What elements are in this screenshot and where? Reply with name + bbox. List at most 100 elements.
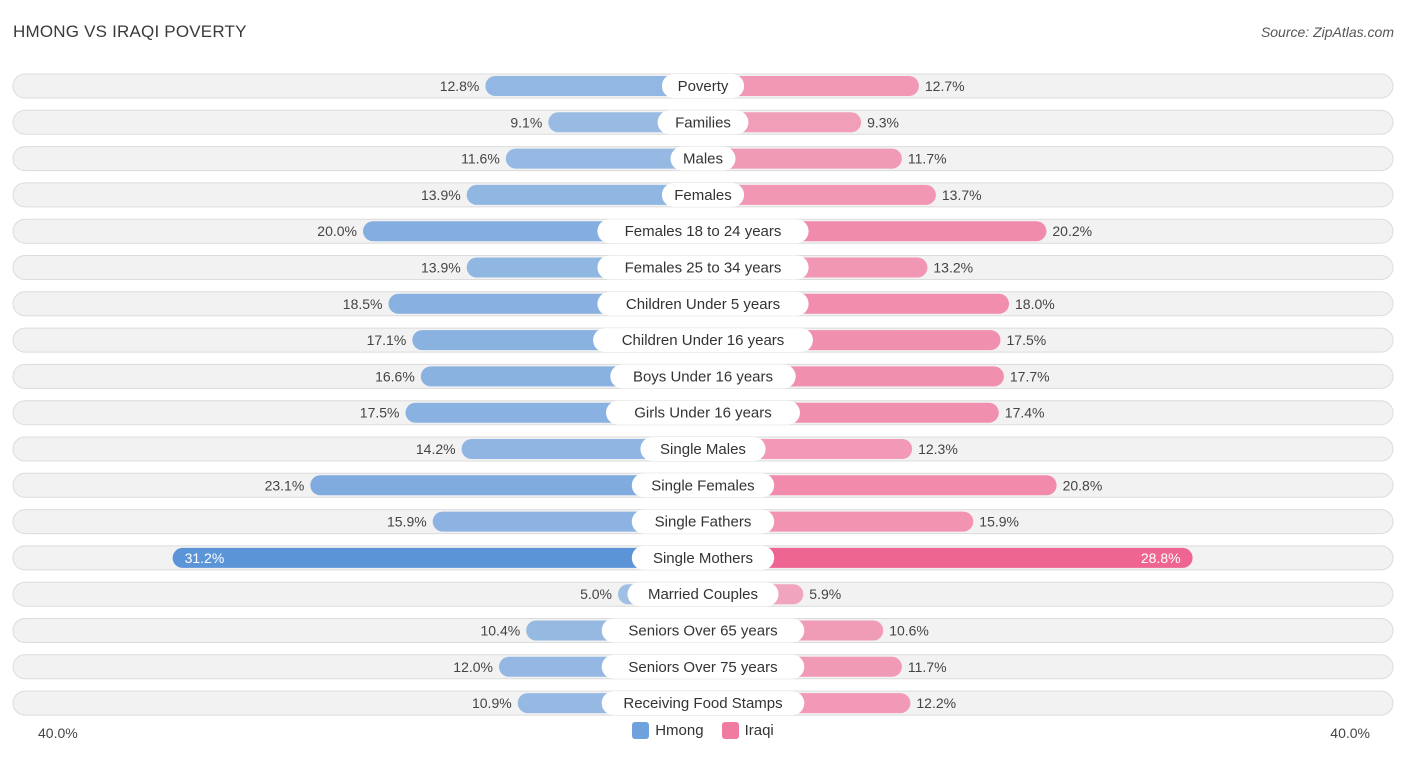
category-label: Boys Under 16 years [633,368,773,385]
axis-label-left: 40.0% [38,725,78,741]
chart-row: 12.8% 12.7% Poverty [12,73,1394,99]
category-label: Single Fathers [655,514,752,531]
value-label-hmong: 10.9% [472,695,512,711]
value-label-iraqi: 28.8% [1141,550,1181,566]
category-label-background [640,437,766,461]
category-label: Receiving Food Stamps [623,695,782,712]
legend-item-iraqi[interactable]: Iraqi [721,722,774,739]
value-label-iraqi: 5.9% [809,586,841,602]
chart-row: 18.5% 18.0% Children Under 5 years [12,291,1394,317]
value-label-iraqi: 17.7% [1010,368,1050,384]
category-label: Families [675,114,731,131]
chart-row: 10.9% 12.2% Receiving Food Stamps [12,690,1394,716]
chart-row: 5.0% 5.9% Married Couples [12,581,1394,607]
chart-row: 14.2% 12.3% Single Males [12,436,1394,462]
bar-iraqi [703,76,919,96]
bar-hmong [485,76,703,96]
bar-iraqi [703,547,1193,568]
source-credit: Source: ZipAtlas.com [1260,24,1394,40]
chart-row: 20.0% 20.2% Females 18 to 24 years [12,218,1394,244]
value-label-hmong: 23.1% [265,477,305,493]
category-label-background [670,146,736,171]
category-label: Females [674,187,732,204]
chart-row: 10.4% 10.6% Seniors Over 65 years [12,618,1394,643]
chart-row: 17.5% 17.4% Girls Under 16 years [12,400,1394,426]
category-label: Females 18 to 24 years [625,223,782,240]
value-label-iraqi: 9.3% [867,114,899,130]
value-label-hmong: 15.9% [387,514,427,530]
category-label: Poverty [678,78,729,95]
value-label-iraqi: 11.7% [908,659,947,675]
category-label-background [597,255,809,280]
category-label-background [610,364,796,389]
bar-iraqi [703,148,902,169]
chart-row: 13.9% 13.7% Females [12,182,1394,208]
value-label-iraqi: 13.2% [933,260,973,276]
value-label-iraqi: 13.7% [942,187,982,203]
value-label-hmong: 9.1% [510,114,542,130]
value-label-hmong: 11.6% [461,151,500,167]
category-label-background [597,219,809,244]
chart-row: 15.9% 15.9% Single Fathers [12,509,1394,535]
category-label: Seniors Over 75 years [628,659,777,676]
category-label: Married Couples [648,586,758,603]
value-label-hmong: 13.9% [421,260,461,276]
bar-hmong [505,148,703,169]
legend-item-hmong[interactable]: Hmong [632,722,704,739]
chart-row: 17.1% 17.5% Children Under 16 years [12,327,1394,353]
legend-swatch-hmong [632,722,650,739]
legend-swatch-iraqi [721,722,739,739]
chart-row: 11.6% 11.7% Males [12,146,1394,172]
value-label-hmong: 12.8% [440,78,480,94]
category-label: Single Males [660,441,746,458]
bar-hmong [310,475,703,496]
value-label-hmong: 10.4% [480,623,520,639]
category-label-background [597,291,809,316]
category-label-background [657,110,749,135]
category-label-background [601,618,805,643]
value-label-iraqi: 20.2% [1052,223,1092,239]
chart-row: 12.0% 11.7% Seniors Over 75 years [12,654,1394,680]
chart-title: HMONG VS IRAQI POVERTY [13,22,247,41]
category-label-background [627,582,779,607]
value-label-iraqi: 12.7% [925,78,965,94]
value-label-iraqi: 17.5% [1007,332,1047,348]
value-label-hmong: 13.9% [421,187,461,203]
category-label: Females 25 to 34 years [625,260,782,277]
value-label-hmong: 18.5% [343,296,383,312]
bar-hmong [172,547,704,568]
category-label: Males [683,151,723,168]
chart-row: 16.6% 17.7% Boys Under 16 years [12,363,1394,389]
chart-row: 9.1% 9.3% Families [12,109,1394,135]
value-label-iraqi: 18.0% [1015,296,1055,312]
category-label: Single Mothers [653,550,753,567]
value-label-iraqi: 15.9% [979,514,1019,530]
value-label-hmong: 16.6% [375,368,415,384]
value-label-hmong: 12.0% [453,659,493,675]
category-label-background [601,654,805,679]
value-label-hmong: 31.2% [185,550,225,566]
value-label-iraqi: 17.4% [1005,405,1045,421]
value-label-iraqi: 12.3% [918,441,958,457]
bar-iraqi [703,184,936,205]
value-label-iraqi: 10.6% [889,623,929,639]
chart-row: 23.1% 20.8% Single Females [12,472,1394,498]
category-label-background [601,691,805,716]
value-label-hmong: 5.0% [580,586,612,602]
axis-label-right: 40.0% [1330,725,1370,741]
value-label-hmong: 17.5% [360,405,400,421]
category-label-background [593,328,813,353]
legend-label-iraqi: Iraqi [744,722,774,739]
category-label-background [631,509,775,534]
legend: Hmong Iraqi [0,722,1406,739]
value-label-hmong: 17.1% [367,332,407,348]
bar-iraqi [703,475,1057,496]
category-label-background [661,182,745,207]
category-label: Single Females [651,477,754,494]
value-label-iraqi: 12.2% [916,695,956,711]
category-label: Children Under 5 years [626,296,780,313]
value-label-iraqi: 11.7% [908,151,947,167]
value-label-hmong: 20.0% [317,223,357,239]
chart-row: 13.9% 13.2% Females 25 to 34 years [12,255,1394,280]
